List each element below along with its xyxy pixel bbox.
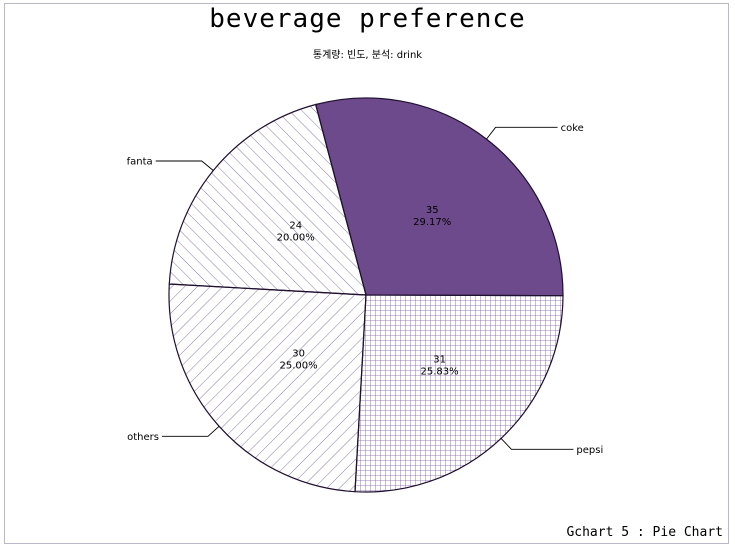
slice-percent-others: 25.00% — [280, 361, 318, 372]
leader-line-pepsi — [500, 438, 574, 450]
pie-slice-pepsi — [354, 294, 564, 493]
slice-percent-coke: 29.17% — [413, 217, 451, 228]
slice-value-pepsi: 31 — [433, 355, 446, 366]
leader-line-others — [162, 425, 220, 437]
slice-percent-pepsi: 25.83% — [421, 367, 459, 378]
slice-value-fanta: 24 — [289, 221, 302, 232]
chart-footer: Gchart 5 : Pie Chart — [566, 525, 723, 540]
slice-label-fanta: fanta — [127, 157, 153, 168]
chart-title: beverage preference — [209, 4, 526, 34]
leader-line-fanta — [155, 160, 214, 171]
slice-percent-fanta: 20.00% — [277, 233, 315, 244]
slice-label-coke: coke — [561, 123, 584, 134]
chart-subtitle: 통계량: 빈도, 분석: drink — [312, 50, 423, 61]
pie-slice-coke — [314, 97, 564, 297]
slice-value-others: 30 — [292, 349, 305, 360]
slice-label-pepsi: pepsi — [576, 445, 603, 456]
pie-slice-others — [168, 283, 367, 493]
slice-label-others: others — [127, 432, 159, 443]
slice-value-coke: 35 — [426, 205, 439, 216]
leader-line-coke — [486, 126, 558, 140]
